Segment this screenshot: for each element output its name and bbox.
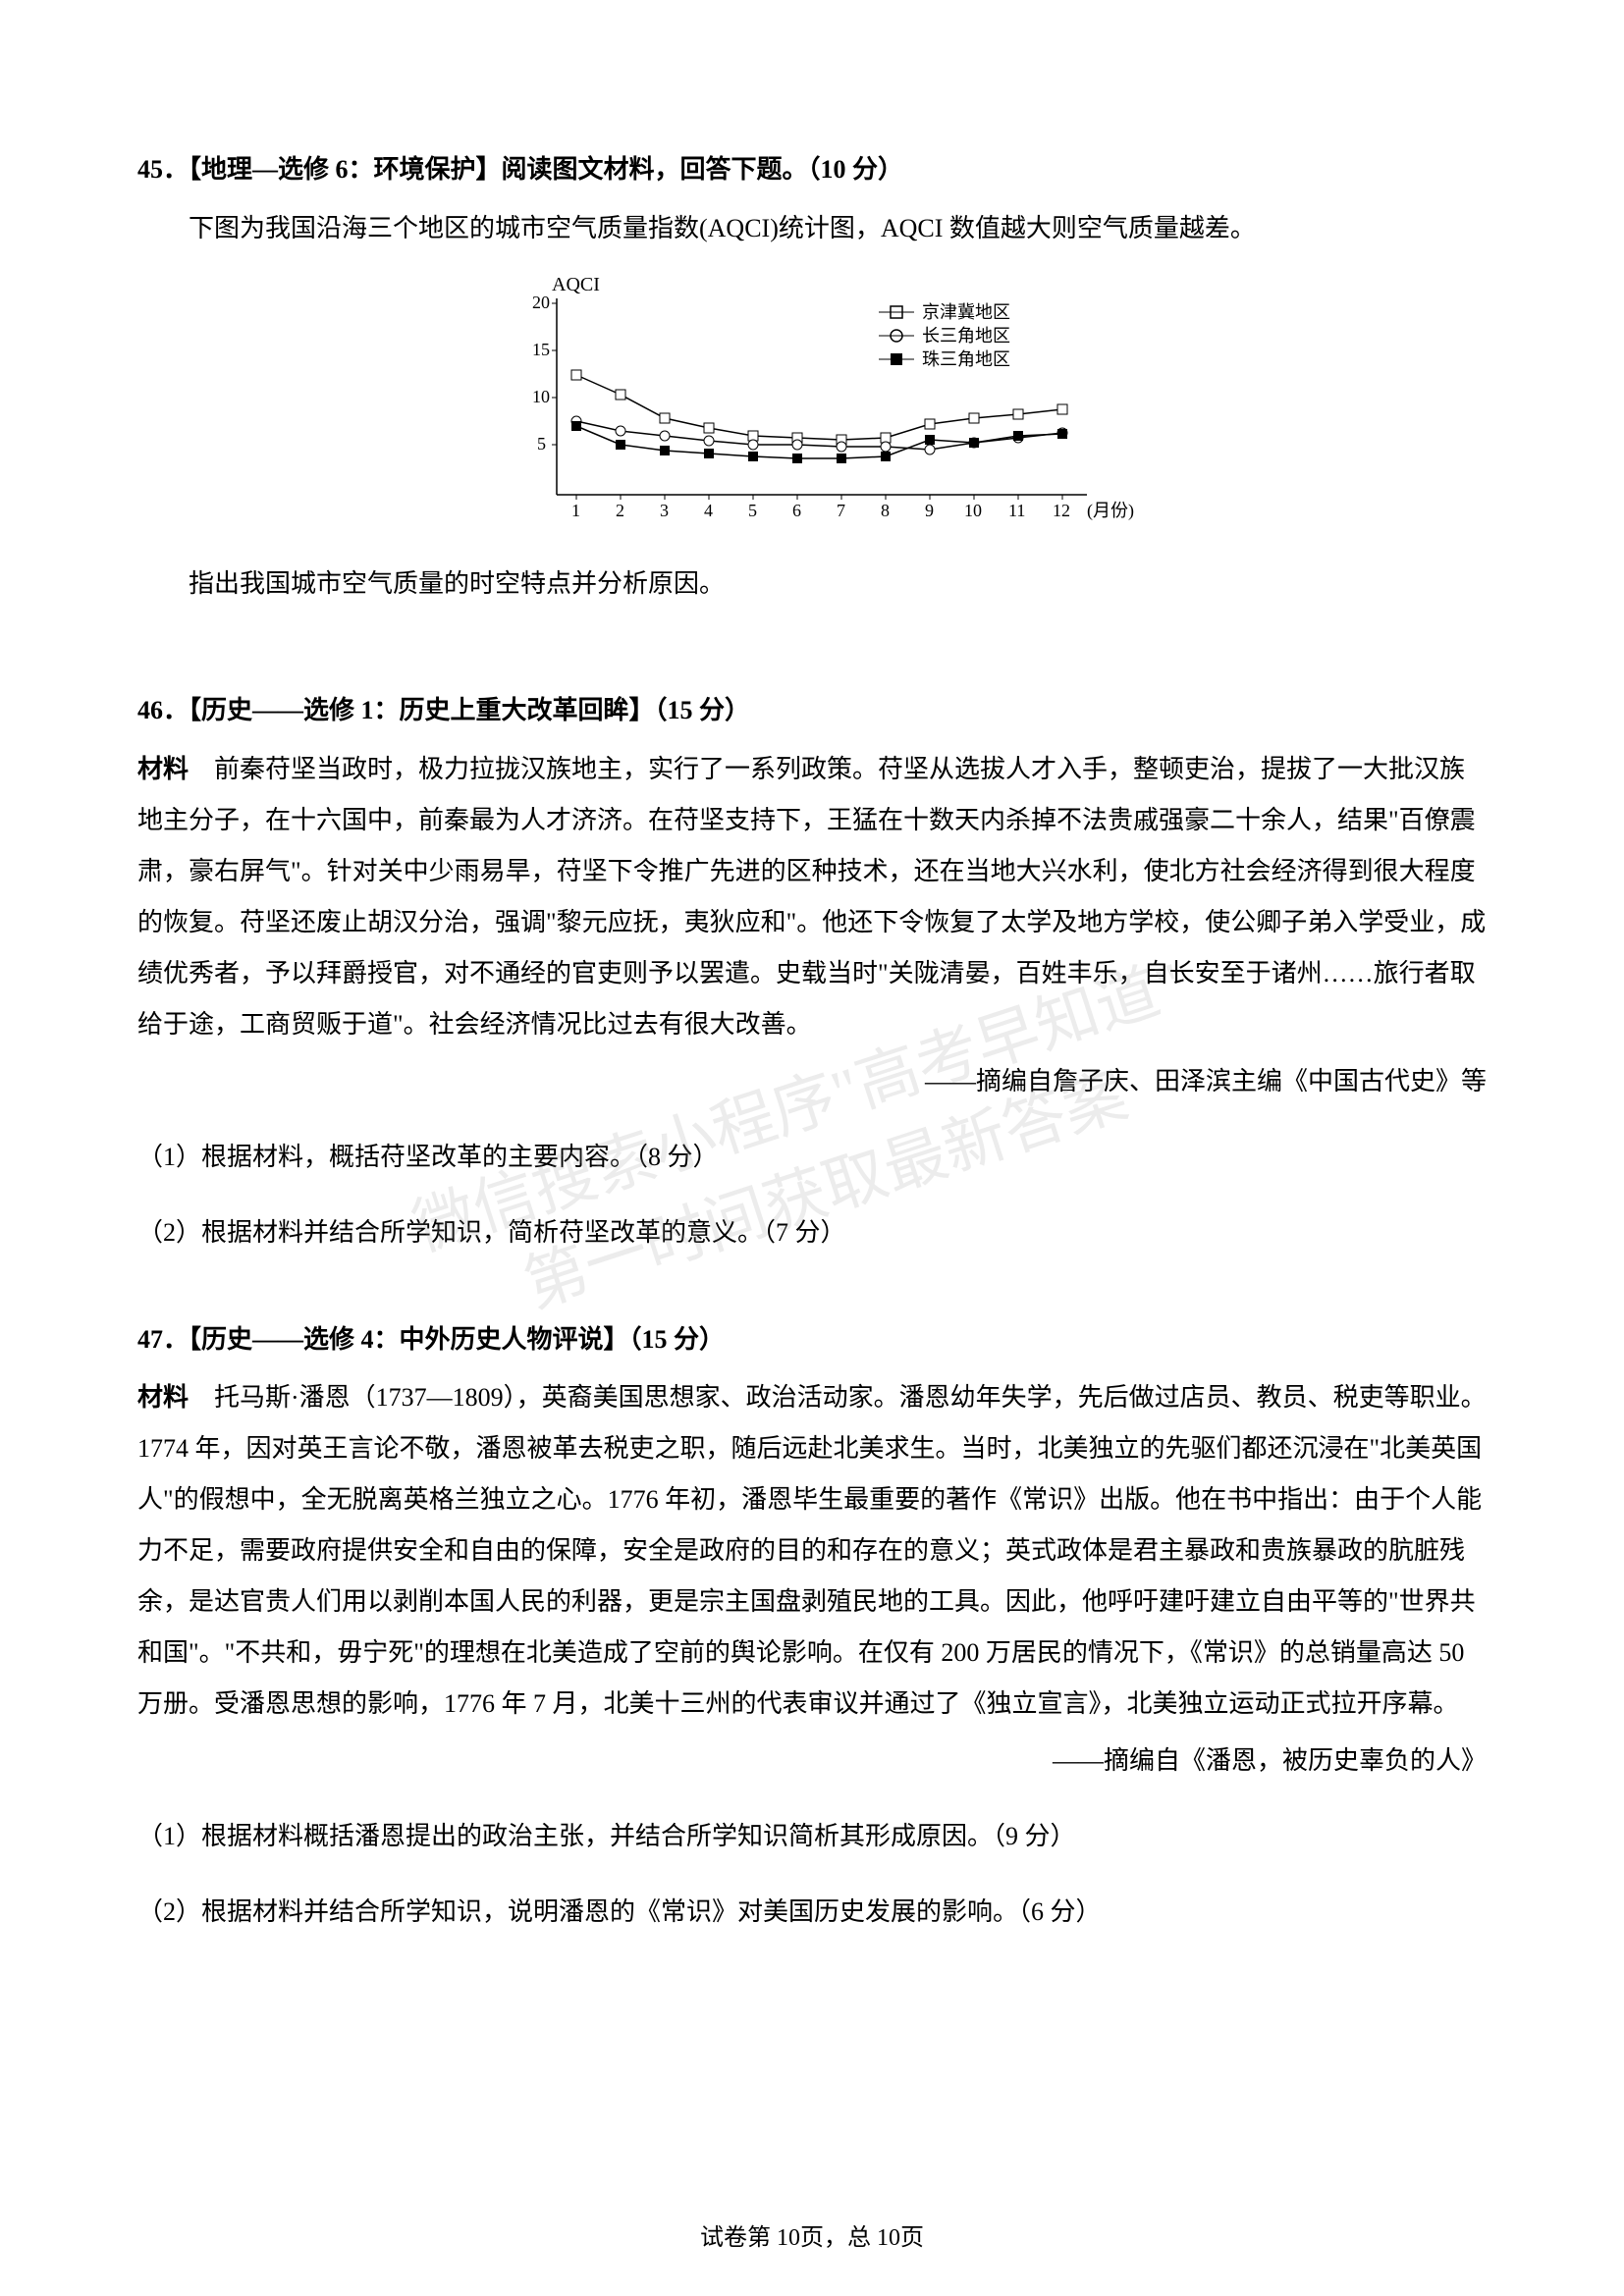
ytick-20: 20 [532, 293, 550, 312]
q46-material-wrap: 材料 前秦苻坚当政时，极力拉拢汉族地主，实行了一系列政策。苻坚从选拔人才入手，整… [137, 744, 1487, 1050]
chart-legend: 京津冀地区 长三角地区 珠三角地区 [879, 302, 1010, 369]
q46-material-label: 材料 [137, 755, 189, 783]
xtick-2: 2 [616, 501, 624, 520]
q47-material-label: 材料 [137, 1383, 189, 1412]
y-axis: 20 15 10 5 [532, 293, 557, 495]
q47-sub2: （2）根据材料并结合所学知识，说明潘恩的《常识》对美国历史发展的影响。（6 分） [137, 1887, 1487, 1938]
question-45-block: 45．【地理—选修 6：环境保护】阅读图文材料，回答下题。（10 分） 下图为我… [137, 147, 1487, 610]
xtick-12: 12 [1053, 501, 1070, 520]
q47-material-wrap: 材料 托马斯·潘恩（1737—1809），英裔美国思想家、政治活动家。潘恩幼年失… [137, 1372, 1487, 1730]
series-zsj [571, 421, 1067, 463]
q47-source: ——摘编自《潘恩，被历史辜负的人》 [137, 1735, 1487, 1787]
question-47-block: 47．【历史——选修 4：中外历史人物评说】（15 分） 材料 托马斯·潘恩（1… [137, 1317, 1487, 1939]
legend-label-jjj: 京津冀地区 [922, 302, 1010, 322]
ytick-5: 5 [537, 434, 546, 454]
ytick-10: 10 [532, 387, 550, 406]
q45-intro: 下图为我国沿海三个地区的城市空气质量指数(AQCI)统计图，AQCI 数值越大则… [137, 203, 1487, 254]
y-axis-label: AQCI [552, 274, 600, 295]
q46-header: 46．【历史——选修 1：历史上重大改革回眸】（15 分） [137, 688, 1487, 734]
q46-sub2: （2）根据材料并结合所学知识，简析苻坚改革的意义。（7 分） [137, 1207, 1487, 1258]
aqci-chart: AQCI 20 15 10 5 1 2 3 4 5 6 [478, 269, 1146, 534]
xtick-3: 3 [660, 501, 669, 520]
q47-sub1: （1）根据材料概括潘恩提出的政治主张，并结合所学知识简析其形成原因。（9 分） [137, 1811, 1487, 1862]
q47-header: 47．【历史——选修 4：中外历史人物评说】（15 分） [137, 1317, 1487, 1363]
question-46-block: 46．【历史——选修 1：历史上重大改革回眸】（15 分） 材料 前秦苻坚当政时… [137, 688, 1487, 1258]
xtick-1: 1 [571, 501, 580, 520]
q46-source: ——摘编自詹子庆、田泽滨主编《中国古代史》等 [137, 1056, 1487, 1107]
xtick-11: 11 [1008, 501, 1025, 520]
legend-label-zsj: 珠三角地区 [922, 349, 1010, 369]
xtick-10: 10 [964, 501, 982, 520]
q46-sub1: （1）根据材料，概括苻坚改革的主要内容。（8 分） [137, 1132, 1487, 1183]
x-axis-label: (月份) [1087, 501, 1134, 521]
xtick-7: 7 [837, 501, 845, 520]
q46-material-text: 前秦苻坚当政时，极力拉拢汉族地主，实行了一系列政策。苻坚从选拔人才入手，整顿吏治… [137, 755, 1486, 1039]
legend-label-csj: 长三角地区 [922, 326, 1010, 346]
xtick-4: 4 [704, 501, 713, 520]
page-footer: 试卷第 10页，总 10页 [0, 2217, 1624, 2252]
q47-material-text: 托马斯·潘恩（1737—1809），英裔美国思想家、政治活动家。潘恩幼年失学，先… [137, 1383, 1487, 1718]
ytick-15: 15 [532, 340, 550, 359]
x-axis-ticks: 1 2 3 4 5 6 7 8 9 10 11 12 (月份) [571, 501, 1134, 521]
q45-prompt: 指出我国城市空气质量的时空特点并分析原因。 [137, 559, 1487, 610]
xtick-8: 8 [881, 501, 890, 520]
xtick-9: 9 [925, 501, 934, 520]
q45-header: 45．【地理—选修 6：环境保护】阅读图文材料，回答下题。（10 分） [137, 147, 1487, 193]
aqci-chart-svg: AQCI 20 15 10 5 1 2 3 4 5 6 [478, 269, 1146, 534]
xtick-6: 6 [792, 501, 801, 520]
xtick-5: 5 [748, 501, 757, 520]
